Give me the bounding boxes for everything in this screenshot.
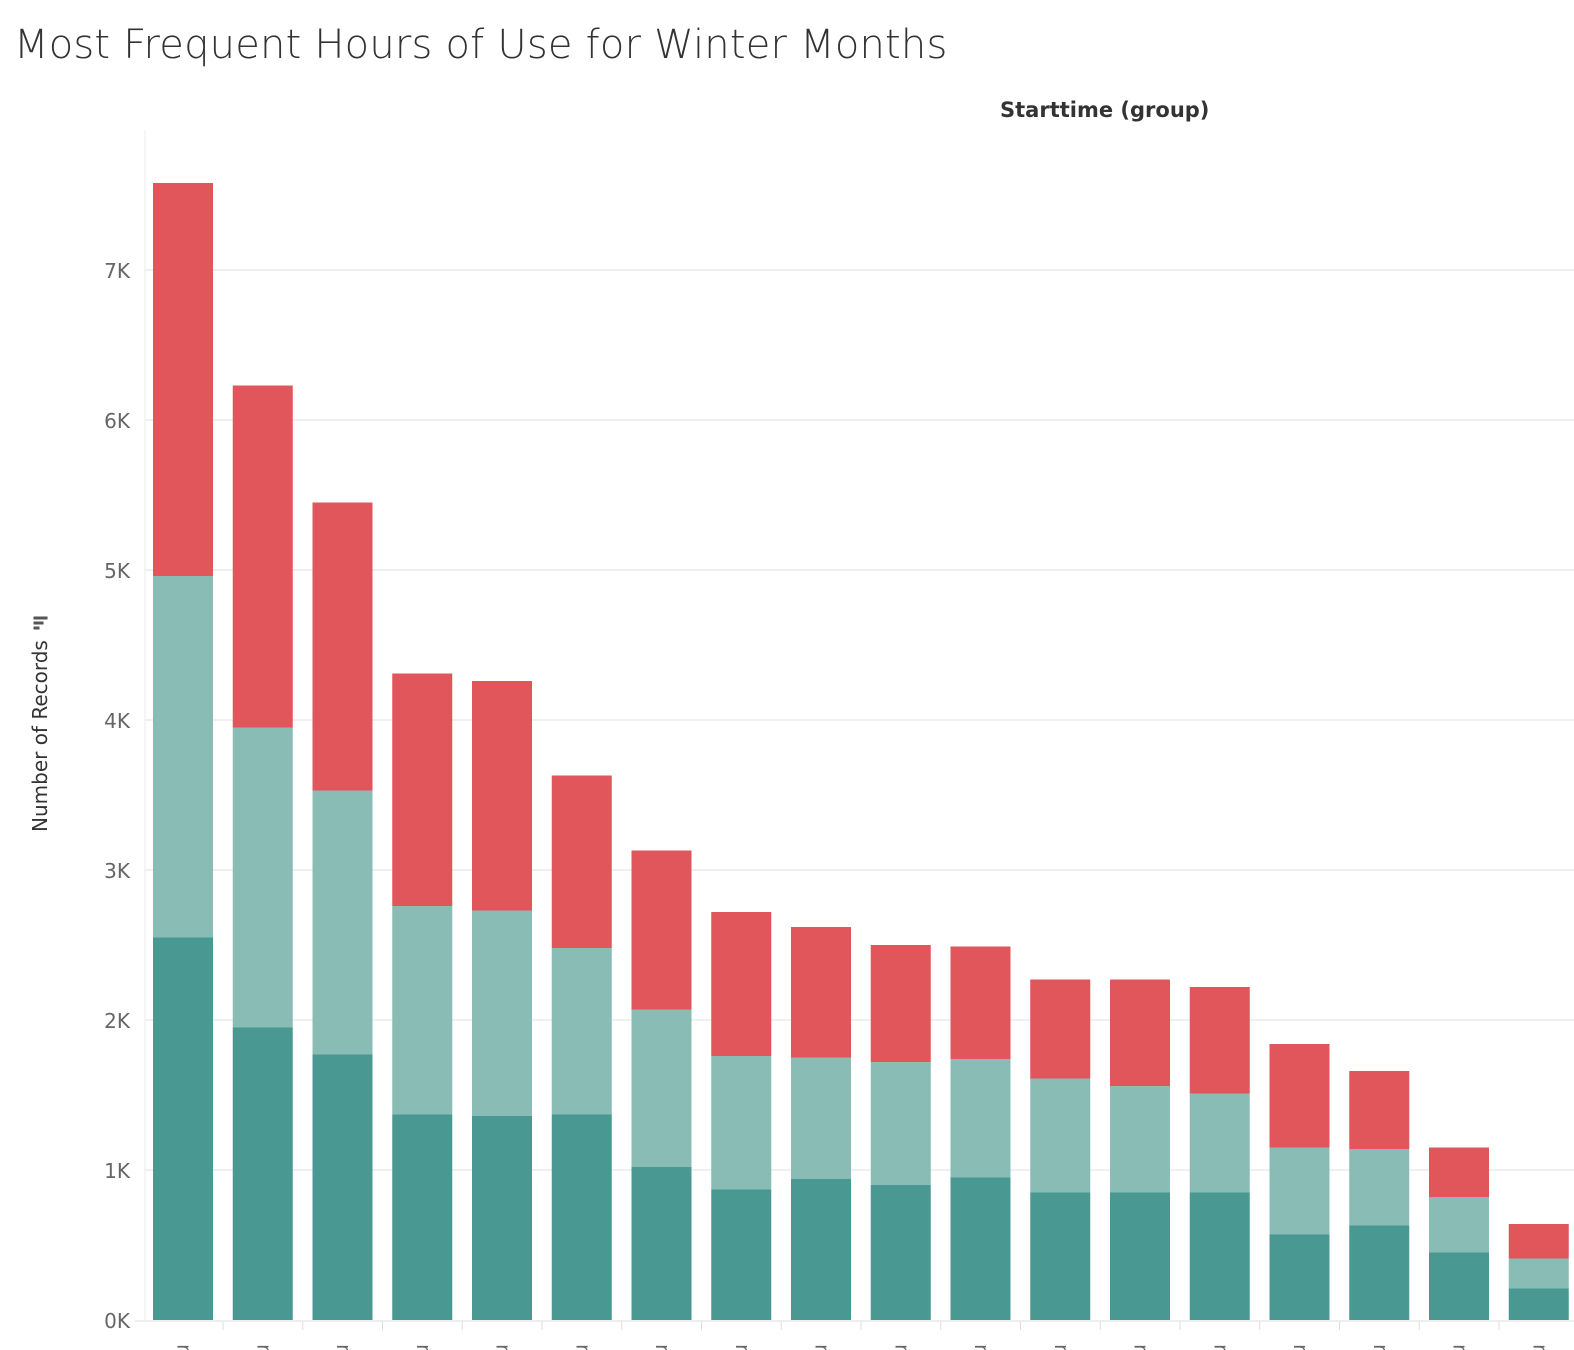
bar-segment-3[interactable] xyxy=(472,681,532,911)
bar-segment-2[interactable] xyxy=(1269,1147,1330,1235)
bar-segment-3[interactable] xyxy=(392,673,453,907)
bar-segment-2[interactable] xyxy=(791,1057,851,1180)
bar-segment-3[interactable] xyxy=(1030,979,1091,1079)
x-tick-label: m xyxy=(1209,1344,1233,1350)
x-tick-label: m xyxy=(890,1344,914,1350)
bar-segment-3[interactable] xyxy=(1508,1224,1569,1259)
bar-segment-3[interactable] xyxy=(1429,1147,1489,1198)
bar-segment-3[interactable] xyxy=(711,912,772,1056)
y-tick-label: 2K xyxy=(104,1009,131,1033)
bar-segment-2[interactable] xyxy=(1429,1197,1489,1253)
x-tick-label: m xyxy=(970,1344,994,1350)
bar-segment-3[interactable] xyxy=(631,850,692,1010)
bar-segment-1[interactable] xyxy=(1030,1192,1091,1321)
y-tick-label: 5K xyxy=(104,559,131,583)
x-tick-label: m xyxy=(651,1344,675,1350)
bar-segment-1[interactable] xyxy=(551,1114,612,1321)
bar-segment-3[interactable] xyxy=(1110,979,1170,1087)
x-tick-label: m xyxy=(1528,1344,1552,1350)
column-header: Starttime (group) xyxy=(1000,98,1210,122)
bar-segment-1[interactable] xyxy=(870,1185,931,1320)
x-tick-label: m xyxy=(492,1344,516,1350)
bar-segment-2[interactable] xyxy=(472,910,532,1117)
bar-segment-2[interactable] xyxy=(1508,1258,1569,1289)
bar-segment-3[interactable] xyxy=(232,385,293,728)
bar-segment-2[interactable] xyxy=(711,1056,772,1190)
bar-segment-2[interactable] xyxy=(1030,1078,1091,1193)
bar-segment-2[interactable] xyxy=(551,948,612,1115)
bar-segment-1[interactable] xyxy=(153,937,213,1321)
bar-segment-3[interactable] xyxy=(1189,987,1250,1094)
x-tick-label: m xyxy=(332,1344,356,1350)
x-tick-label: m xyxy=(1289,1344,1313,1350)
y-tick-label: 1K xyxy=(104,1159,131,1183)
bar-segment-2[interactable] xyxy=(1189,1093,1250,1193)
bar-segment-1[interactable] xyxy=(472,1116,532,1320)
x-tick-label: m xyxy=(1449,1344,1473,1350)
bar-segment-1[interactable] xyxy=(1269,1234,1330,1321)
bar-segment-3[interactable] xyxy=(312,502,373,791)
y-tick-label: 7K xyxy=(104,259,131,283)
y-tick-label: 6K xyxy=(104,409,131,433)
bar-segment-3[interactable] xyxy=(791,927,851,1058)
x-axis-ticks: mmmmmmmmmmmmmmmmmm xyxy=(173,1322,1552,1350)
bar-segment-3[interactable] xyxy=(1269,1044,1330,1148)
bar-segment-3[interactable] xyxy=(551,775,612,949)
bar-segment-1[interactable] xyxy=(631,1167,692,1320)
gridlines xyxy=(135,130,1574,1322)
bar-segment-3[interactable] xyxy=(870,945,931,1062)
bar-segment-1[interactable] xyxy=(1429,1252,1489,1321)
bar-segment-1[interactable] xyxy=(711,1189,772,1321)
x-tick-label: m xyxy=(252,1344,276,1350)
bar-segment-1[interactable] xyxy=(312,1054,373,1321)
x-tick-label: m xyxy=(1130,1344,1154,1350)
bar-segment-1[interactable] xyxy=(1349,1225,1410,1321)
bar-segment-2[interactable] xyxy=(312,790,373,1055)
bar-segment-2[interactable] xyxy=(870,1062,931,1185)
bar-segment-1[interactable] xyxy=(1508,1288,1569,1321)
y-tick-label: 0K xyxy=(104,1309,131,1333)
bar-segment-3[interactable] xyxy=(950,946,1011,1060)
y-tick-label: 3K xyxy=(104,859,131,883)
y-axis-ticks: 0K 1K 2K 3K 4K 5K 6K 7K xyxy=(104,259,131,1333)
bars xyxy=(153,183,1569,1320)
bar-segment-2[interactable] xyxy=(232,727,293,1028)
bar-segment-3[interactable] xyxy=(153,183,213,576)
bar-segment-2[interactable] xyxy=(1349,1149,1410,1226)
x-tick-label: m xyxy=(811,1344,835,1350)
x-tick-label: m xyxy=(173,1344,197,1350)
bar-segment-1[interactable] xyxy=(1189,1192,1250,1321)
bar-segment-2[interactable] xyxy=(392,906,453,1115)
y-tick-label: 4K xyxy=(104,709,131,733)
chart-title: Most Frequent Hours of Use for Winter Mo… xyxy=(14,22,948,68)
bar-segment-2[interactable] xyxy=(631,1009,692,1168)
bar-segment-3[interactable] xyxy=(1349,1071,1410,1149)
bar-segment-2[interactable] xyxy=(950,1059,1011,1178)
bar-segment-1[interactable] xyxy=(1110,1192,1170,1321)
bar-segment-1[interactable] xyxy=(791,1179,851,1320)
bar-segment-1[interactable] xyxy=(950,1177,1011,1321)
bar-segment-2[interactable] xyxy=(1110,1086,1170,1193)
bar-segment-1[interactable] xyxy=(232,1027,293,1321)
x-tick-label: m xyxy=(1369,1344,1393,1350)
bar-segment-1[interactable] xyxy=(392,1114,453,1321)
x-tick-label: m xyxy=(412,1344,436,1350)
x-tick-label: m xyxy=(1050,1344,1074,1350)
x-tick-label: m xyxy=(731,1344,755,1350)
bar-segment-2[interactable] xyxy=(153,576,213,938)
x-tick-label: m xyxy=(571,1344,595,1350)
